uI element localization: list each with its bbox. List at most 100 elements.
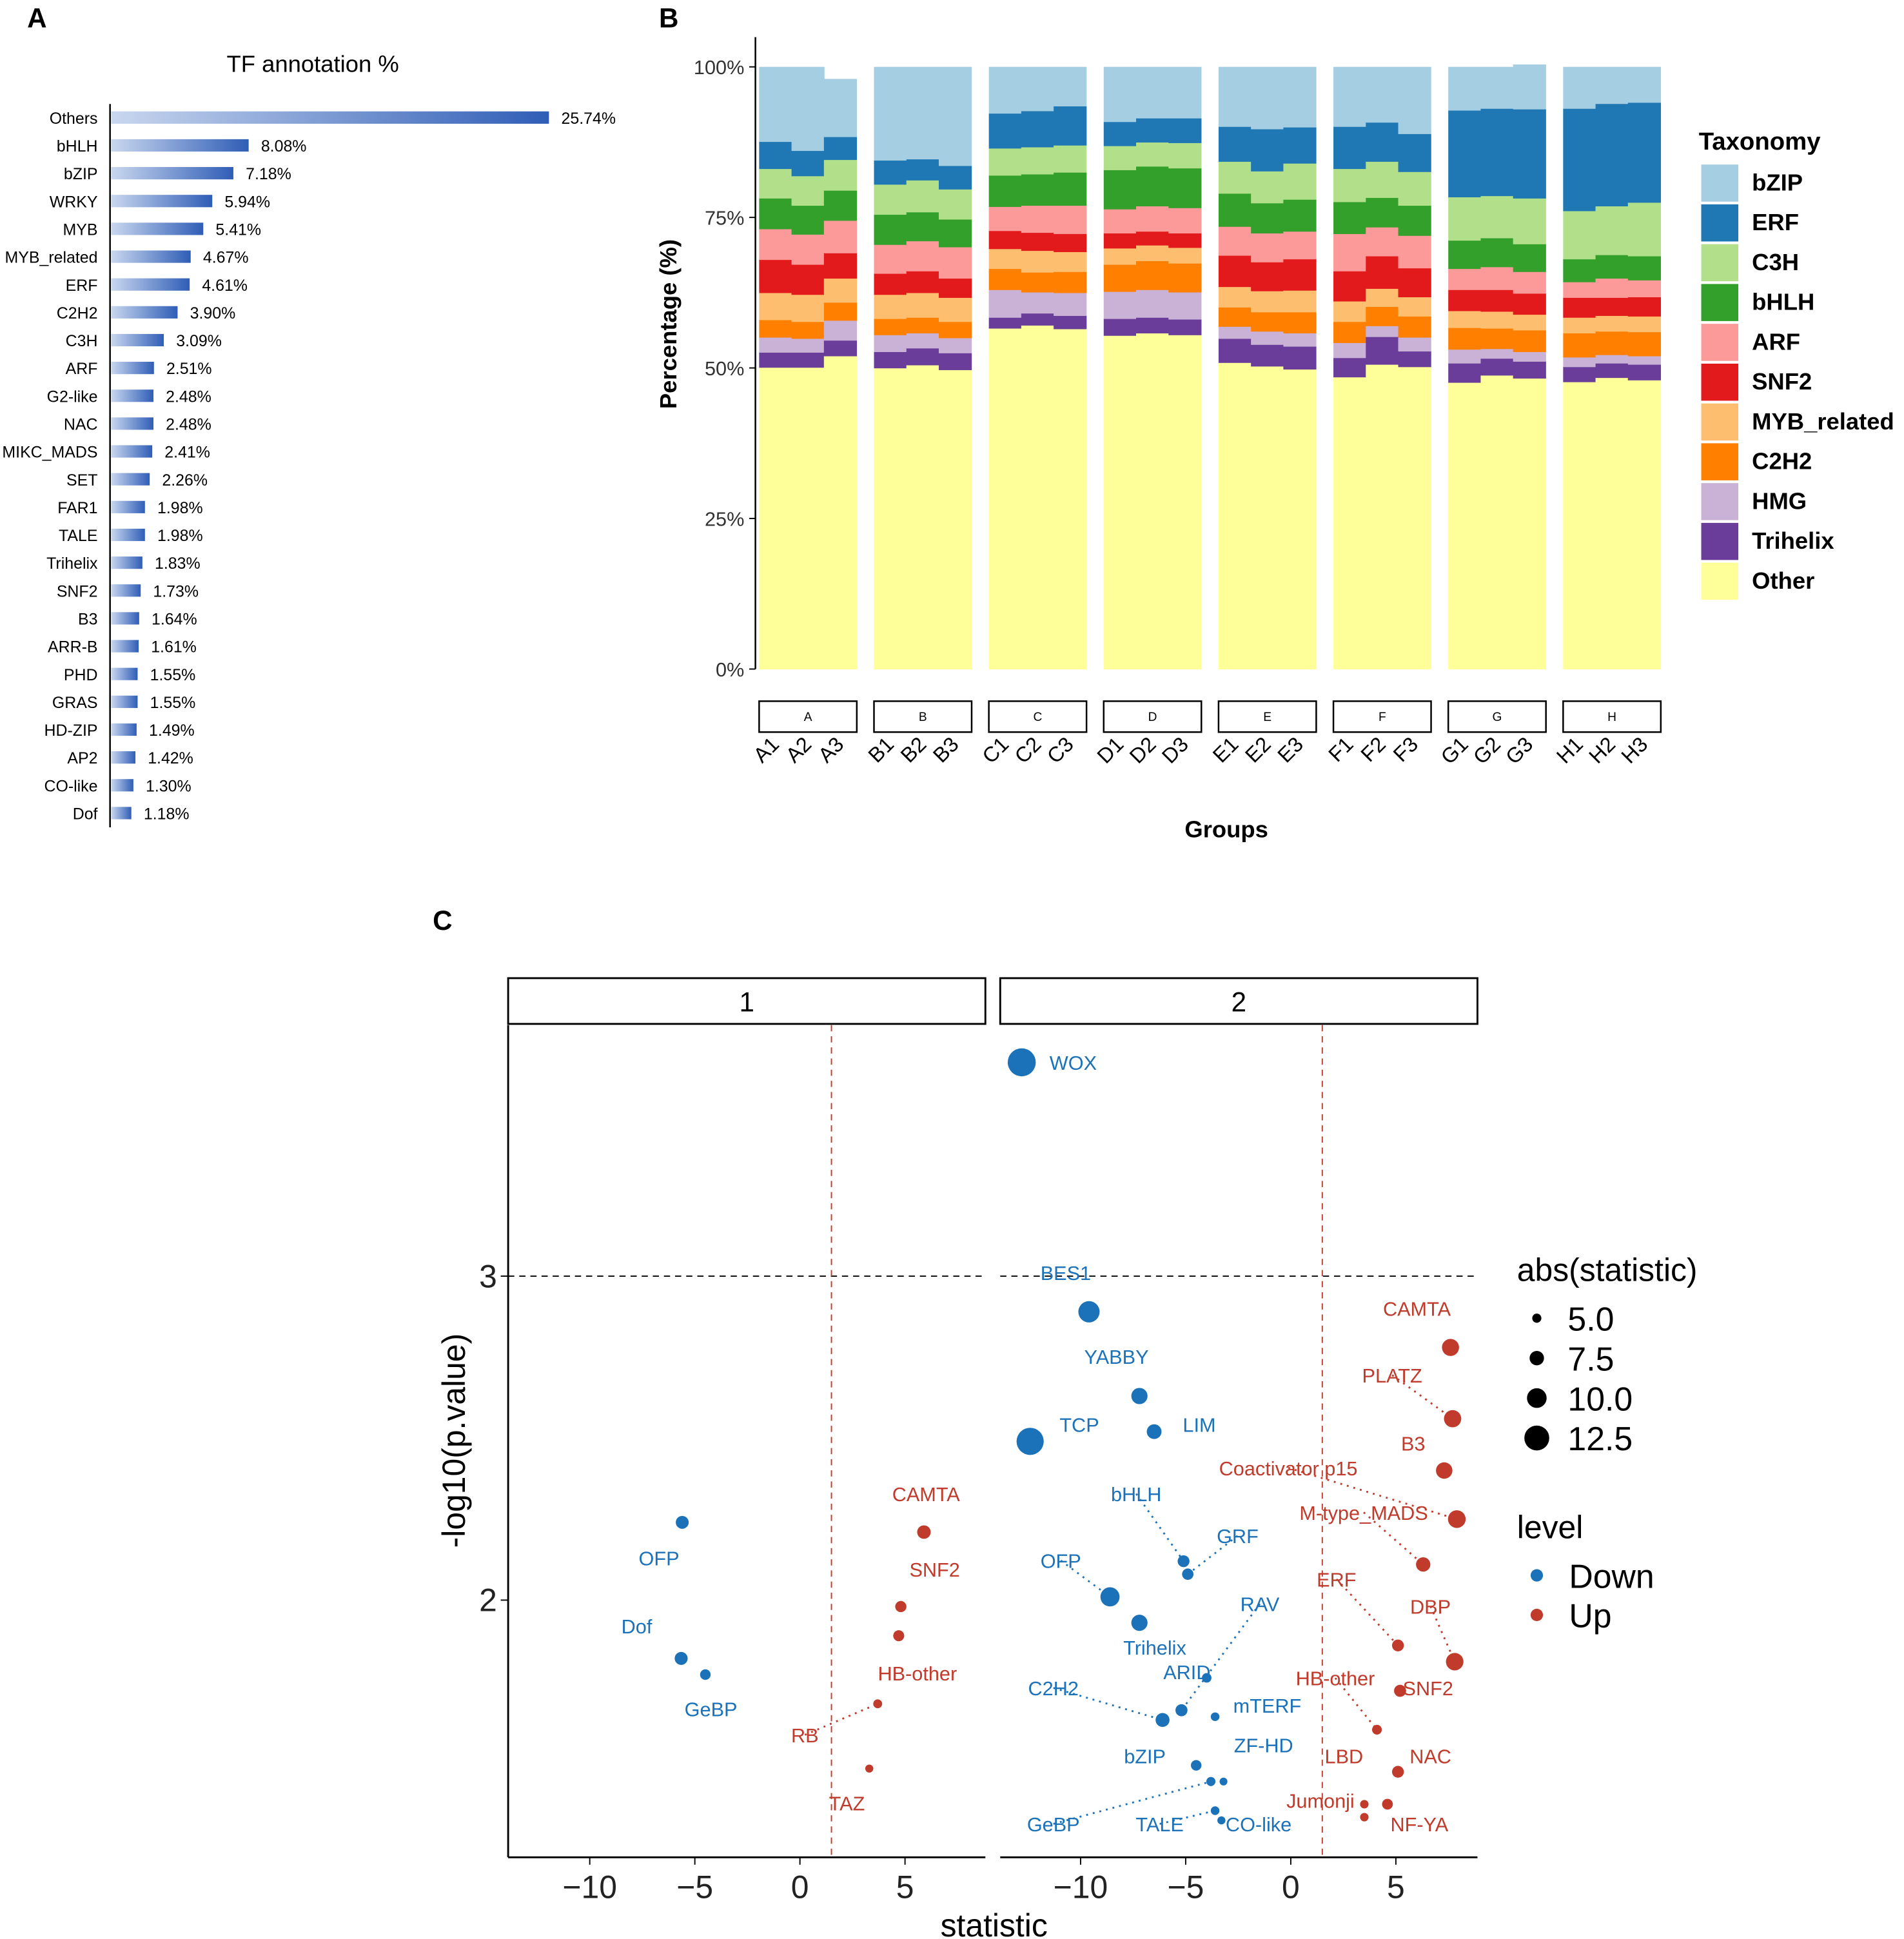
y-tick-label: 100%: [694, 56, 744, 79]
x-tick-label: E3: [1273, 732, 1308, 767]
segment-Other-C3: [1054, 328, 1087, 670]
segment-Trihelix-D3: [1168, 319, 1202, 335]
segment-ERF-B3: [938, 165, 972, 190]
size-legend-title: abs(statistic): [1517, 1252, 1698, 1288]
segment-ERF-A3: [823, 137, 858, 161]
facet-strip: [873, 700, 973, 733]
segment-SNF2-E1: [1218, 255, 1252, 288]
facet-strip: [758, 700, 858, 733]
point-Trihelix: [1131, 1615, 1148, 1631]
segment-bHLH-A2: [791, 205, 825, 235]
segment-C2H2-E2: [1251, 311, 1284, 332]
segment-SNF2-D1: [1103, 233, 1137, 249]
segment-ARF-E2: [1251, 233, 1284, 262]
segment-C3H-D3: [1168, 143, 1202, 169]
bar-PHD: [111, 667, 138, 680]
segment-Trihelix-G2: [1480, 358, 1514, 376]
segment-ERF-E3: [1283, 127, 1317, 164]
data-label: 1.30%: [146, 777, 191, 795]
data-label: 1.49%: [149, 722, 195, 740]
category-label: CO-like: [44, 777, 97, 795]
segment-HMG-C2: [1021, 291, 1055, 314]
point-CO-like: [1217, 1816, 1226, 1825]
color-legend-label: Up: [1569, 1597, 1611, 1635]
legend-label: C2H2: [1752, 448, 1812, 475]
point-B3: [1436, 1462, 1453, 1479]
segment-C2H2-D2: [1136, 261, 1170, 290]
point-label: NAC: [1409, 1746, 1451, 1768]
segment-Trihelix-D1: [1103, 319, 1137, 336]
segment-bHLH-A3: [823, 190, 858, 221]
point-Jumonji: [1360, 1813, 1369, 1822]
legend-key-MYB_related: [1701, 403, 1739, 441]
segment-HMG-F1: [1333, 342, 1367, 359]
segment-bZIP-E3: [1283, 66, 1317, 128]
segment-Trihelix-C1: [988, 317, 1022, 329]
panel-b-stacked-bar-chart: Percentage (%) Groups Taxonomy 0% 25% 50% 7…: [655, 37, 1894, 842]
segment-bZIP-G2: [1480, 66, 1514, 109]
size-legend-label: 12.5: [1567, 1420, 1633, 1457]
point-label: mTERF: [1233, 1695, 1302, 1717]
point-label: GeBP: [1027, 1813, 1080, 1836]
x-tick-label: C2: [1010, 732, 1046, 768]
panel-label-b: B: [659, 3, 678, 33]
color-legend-key-Down: [1530, 1569, 1544, 1582]
x-tick-label: −10: [1054, 1869, 1108, 1905]
segment-bZIP-A2: [791, 66, 825, 152]
segment-ARF-F2: [1366, 227, 1399, 257]
segment-C3H-A2: [791, 175, 825, 206]
y-tick-label: 75%: [705, 207, 744, 230]
point-label: C2H2: [1028, 1677, 1079, 1700]
segment-SNF2-C1: [988, 230, 1022, 250]
segment-bHLH-D3: [1168, 168, 1202, 208]
segment-HMG-A1: [759, 337, 792, 353]
segment-MYB_related-C3: [1054, 251, 1087, 272]
segment-SNF2-F2: [1366, 255, 1399, 289]
segment-HMG-H1: [1563, 357, 1596, 368]
x-tick-label: G1: [1436, 732, 1473, 769]
point-label: bHLH: [1111, 1483, 1161, 1506]
segment-C3H-D2: [1136, 142, 1170, 167]
x-tick-label: B1: [863, 732, 898, 767]
segment-ARF-A3: [823, 220, 858, 253]
segment-ERF-H1: [1563, 108, 1596, 212]
facet-strip: [1447, 700, 1547, 733]
color-legend-key-Up: [1530, 1608, 1544, 1622]
point-label: SNF2: [1403, 1677, 1453, 1700]
bar-MYB_related: [111, 250, 191, 263]
point-C2H2: [1155, 1713, 1170, 1727]
segment-MYB_related-B1: [874, 294, 907, 319]
x-tick-label: B3: [928, 732, 963, 767]
point-label: ZF-HD: [1234, 1734, 1293, 1757]
segment-Trihelix-C3: [1054, 315, 1087, 330]
point-label: YABBY: [1084, 1346, 1149, 1368]
x-tick-label: F2: [1356, 732, 1390, 766]
segment-ARF-A1: [759, 228, 792, 261]
point-label: Coactivator p15: [1219, 1457, 1358, 1480]
point-SNF2: [895, 1600, 907, 1613]
segment-bHLH-C3: [1054, 172, 1087, 206]
x-tick-label: H3: [1616, 732, 1653, 768]
category-label: WRKY: [50, 193, 98, 211]
segment-Other-E1: [1218, 362, 1252, 670]
legend-key-HMG: [1701, 483, 1739, 520]
segment-HMG-D2: [1136, 290, 1170, 318]
segment-HMG-A2: [791, 338, 825, 353]
facet-strip: [988, 700, 1088, 733]
segment-MYB_related-B3: [938, 297, 972, 322]
x-tick-label: 5: [1387, 1869, 1405, 1905]
segment-bHLH-E3: [1283, 199, 1317, 232]
segment-C3H-C1: [988, 148, 1022, 176]
segment-C3H-A3: [823, 159, 858, 191]
segment-HMG-F2: [1366, 326, 1399, 337]
segment-bHLH-G2: [1480, 237, 1514, 268]
facet-strip-label: A: [804, 711, 812, 724]
segment-SNF2-D3: [1168, 233, 1202, 248]
category-label: Others: [50, 110, 98, 128]
point-label: HB-other: [878, 1662, 957, 1685]
segment-C2H2-D3: [1168, 263, 1202, 293]
panel-label-c: C: [433, 905, 452, 936]
segment-ARF-A2: [791, 234, 825, 265]
point-BES1: [1078, 1301, 1100, 1323]
segment-ARF-G2: [1480, 266, 1514, 290]
